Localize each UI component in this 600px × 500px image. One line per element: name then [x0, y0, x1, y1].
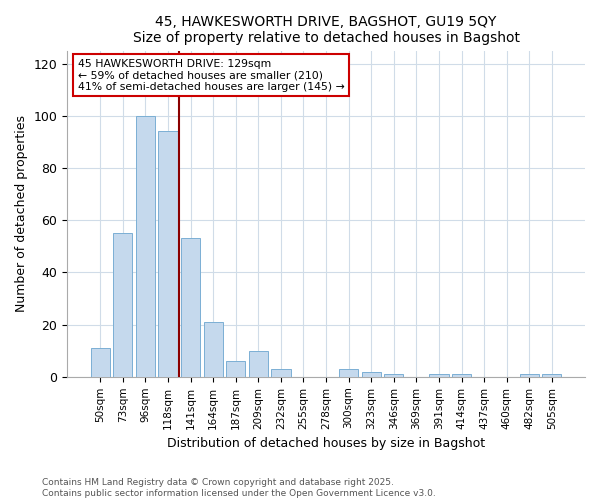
Title: 45, HAWKESWORTH DRIVE, BAGSHOT, GU19 5QY
Size of property relative to detached h: 45, HAWKESWORTH DRIVE, BAGSHOT, GU19 5QY…: [133, 15, 520, 45]
Bar: [271, 369, 290, 377]
Bar: [542, 374, 562, 377]
Bar: [362, 372, 381, 377]
Text: 45 HAWKESWORTH DRIVE: 129sqm
← 59% of detached houses are smaller (210)
41% of s: 45 HAWKESWORTH DRIVE: 129sqm ← 59% of de…: [77, 58, 344, 92]
Bar: [452, 374, 471, 377]
Bar: [249, 350, 268, 377]
Bar: [136, 116, 155, 377]
Bar: [339, 369, 358, 377]
Bar: [203, 322, 223, 377]
Bar: [91, 348, 110, 377]
Text: Contains HM Land Registry data © Crown copyright and database right 2025.
Contai: Contains HM Land Registry data © Crown c…: [42, 478, 436, 498]
X-axis label: Distribution of detached houses by size in Bagshot: Distribution of detached houses by size …: [167, 437, 485, 450]
Bar: [113, 234, 133, 377]
Bar: [430, 374, 449, 377]
Bar: [226, 361, 245, 377]
Bar: [520, 374, 539, 377]
Bar: [181, 238, 200, 377]
Bar: [384, 374, 403, 377]
Y-axis label: Number of detached properties: Number of detached properties: [15, 115, 28, 312]
Bar: [158, 132, 178, 377]
